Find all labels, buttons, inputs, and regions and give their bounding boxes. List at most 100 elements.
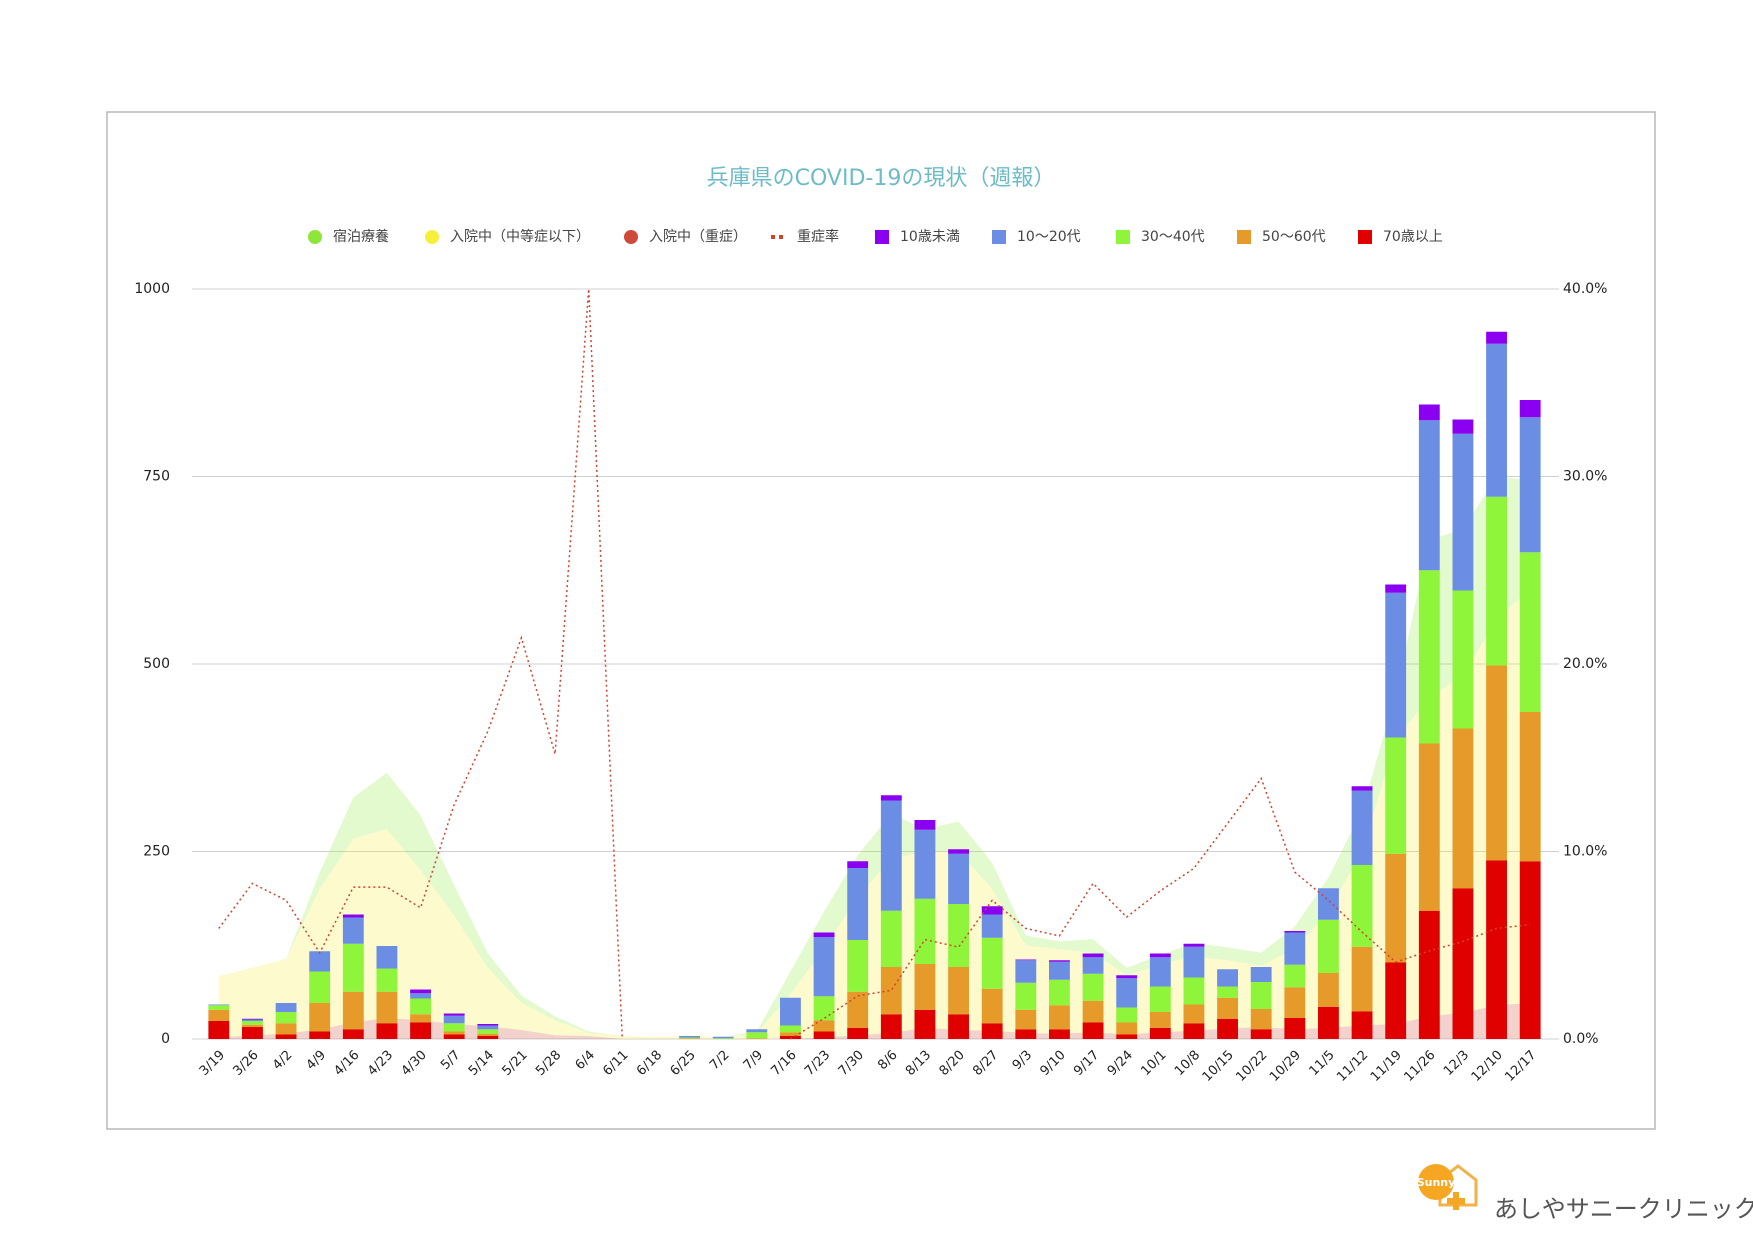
bar	[1250, 982, 1272, 1009]
bar	[410, 989, 431, 994]
bar	[948, 967, 969, 1015]
bar	[1217, 986, 1238, 998]
bar	[342, 991, 364, 1030]
bar	[1217, 1018, 1238, 1039]
bar	[1116, 1007, 1138, 1023]
legend-marker	[1116, 230, 1130, 244]
bar	[1149, 953, 1171, 958]
bar	[880, 967, 902, 1015]
bar	[948, 849, 969, 854]
bar	[443, 1031, 465, 1035]
bar	[410, 993, 431, 999]
bar	[780, 997, 801, 1026]
legend-label: 70歳以上	[1383, 229, 1443, 245]
legend-label: 入院中（重症）	[649, 229, 747, 245]
bar	[1452, 590, 1474, 729]
bar	[981, 1023, 1003, 1039]
bar	[1519, 417, 1541, 553]
bar	[1250, 1009, 1272, 1030]
bar	[1116, 1022, 1138, 1035]
bar	[309, 1003, 331, 1032]
bar	[242, 1018, 263, 1020]
bar	[746, 1038, 768, 1039]
legend-marker	[992, 230, 1006, 244]
bar	[1318, 973, 1339, 1007]
bar	[1250, 967, 1272, 982]
bar	[1082, 1022, 1104, 1039]
bar	[1015, 1029, 1037, 1039]
bar	[1351, 786, 1373, 791]
bar	[981, 937, 1003, 989]
bar	[1519, 552, 1541, 712]
bar	[342, 917, 364, 944]
bar	[275, 1034, 297, 1039]
bar	[376, 968, 398, 992]
bar	[410, 1022, 431, 1039]
bar	[1049, 1029, 1070, 1039]
bar	[1049, 979, 1070, 1006]
bar	[780, 1036, 801, 1039]
bar	[410, 998, 431, 1015]
bar	[1385, 962, 1407, 1039]
bar	[780, 1025, 801, 1033]
bar	[880, 1014, 902, 1039]
bar	[1183, 977, 1205, 1005]
y2-tick-label: 40.0%	[1563, 281, 1607, 297]
bar	[847, 868, 869, 940]
bar	[1351, 1011, 1373, 1039]
bar	[914, 1009, 936, 1039]
bar	[309, 971, 331, 1003]
bar	[1217, 997, 1238, 1019]
bar	[1318, 888, 1339, 920]
bar	[477, 1033, 499, 1036]
bar	[1116, 1034, 1138, 1039]
bar	[208, 1021, 230, 1039]
bar	[376, 1023, 398, 1039]
bar	[1284, 987, 1306, 1018]
bar	[1015, 959, 1037, 961]
bar	[1082, 1000, 1104, 1023]
bar	[712, 1036, 734, 1039]
bar	[712, 1038, 734, 1039]
bar	[1418, 910, 1440, 1039]
bar	[275, 1023, 297, 1035]
bar	[1318, 1006, 1339, 1039]
bar	[1183, 1023, 1205, 1039]
bar	[1049, 1005, 1070, 1030]
bar	[1351, 865, 1373, 947]
bar	[1351, 790, 1373, 865]
y2-tick-label: 0.0%	[1563, 1031, 1599, 1047]
bar	[1351, 946, 1373, 1012]
bar	[1183, 1004, 1205, 1024]
bar	[1183, 946, 1205, 978]
legend-marker	[308, 230, 322, 244]
bar	[275, 1012, 297, 1024]
bar	[309, 1031, 331, 1039]
bar	[746, 1029, 768, 1033]
bar	[847, 1027, 869, 1039]
legend-marker	[624, 230, 638, 244]
bar	[813, 937, 835, 997]
bar	[847, 861, 869, 868]
bar	[1015, 982, 1037, 1010]
legend-label: 重症率	[797, 228, 839, 245]
bar	[813, 996, 835, 1021]
logo-sun	[1418, 1164, 1454, 1200]
bar	[1385, 737, 1407, 854]
bar	[813, 932, 835, 937]
bar	[1418, 570, 1440, 744]
bar	[1116, 978, 1138, 1008]
bar	[1284, 931, 1306, 933]
bar	[914, 829, 936, 899]
bar	[981, 906, 1003, 915]
bar	[1284, 1018, 1306, 1039]
bar	[342, 914, 364, 918]
bar	[242, 1024, 263, 1027]
bar	[746, 1032, 768, 1039]
bar	[1418, 420, 1440, 571]
bar	[948, 853, 969, 904]
bar	[1082, 957, 1104, 974]
bar	[376, 991, 398, 1024]
bar	[376, 946, 398, 969]
bar	[1116, 975, 1138, 979]
